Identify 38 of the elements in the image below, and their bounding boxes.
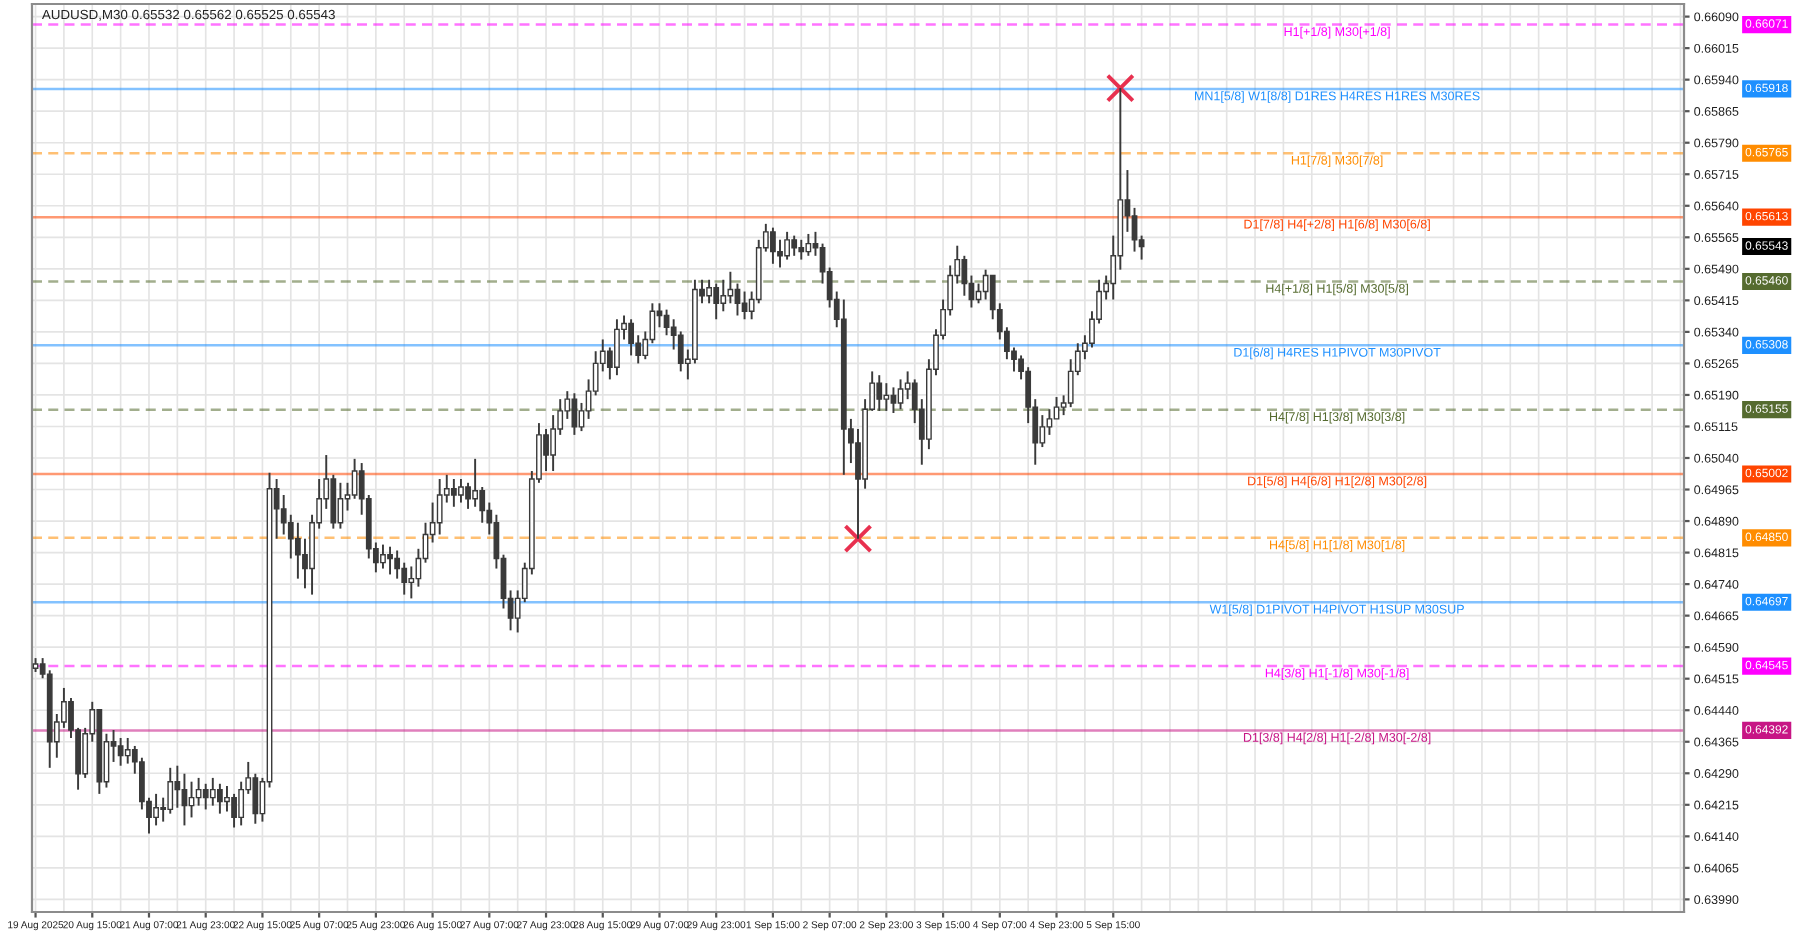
candlestick (202, 782, 209, 811)
candlestick (628, 318, 635, 357)
candlestick (224, 784, 230, 813)
candlestick (380, 543, 386, 570)
candlestick (883, 382, 890, 412)
candlestick (450, 478, 457, 508)
candlestick (770, 226, 776, 265)
candlestick (720, 278, 727, 313)
candlestick (351, 457, 358, 500)
candlestick (614, 318, 620, 377)
candlestick (543, 428, 549, 472)
candlestick (706, 278, 713, 305)
candlestick (713, 282, 720, 321)
candlestick (436, 478, 443, 536)
candlestick (805, 232, 812, 257)
candlestick (387, 545, 393, 576)
candlestick (1131, 206, 1138, 253)
candlestick (890, 386, 897, 414)
candlestick (216, 782, 223, 815)
candlestick (1046, 408, 1053, 436)
candlestick (167, 766, 174, 815)
candlestick (727, 270, 734, 305)
candlestick (571, 392, 578, 436)
candlestick (117, 737, 124, 767)
candlestick (1039, 414, 1046, 449)
candlestick (798, 238, 805, 261)
candlestick (209, 776, 216, 807)
candlestick (876, 374, 883, 412)
candlestick (124, 737, 131, 765)
candlestick (231, 792, 237, 829)
candlestick (472, 457, 479, 508)
candlestick (784, 230, 790, 261)
candlestick (1053, 396, 1060, 420)
candlestick (153, 792, 159, 827)
candlestick (458, 478, 464, 504)
candlestick (897, 378, 904, 411)
candlestick (294, 521, 301, 580)
candlestick (791, 234, 798, 257)
